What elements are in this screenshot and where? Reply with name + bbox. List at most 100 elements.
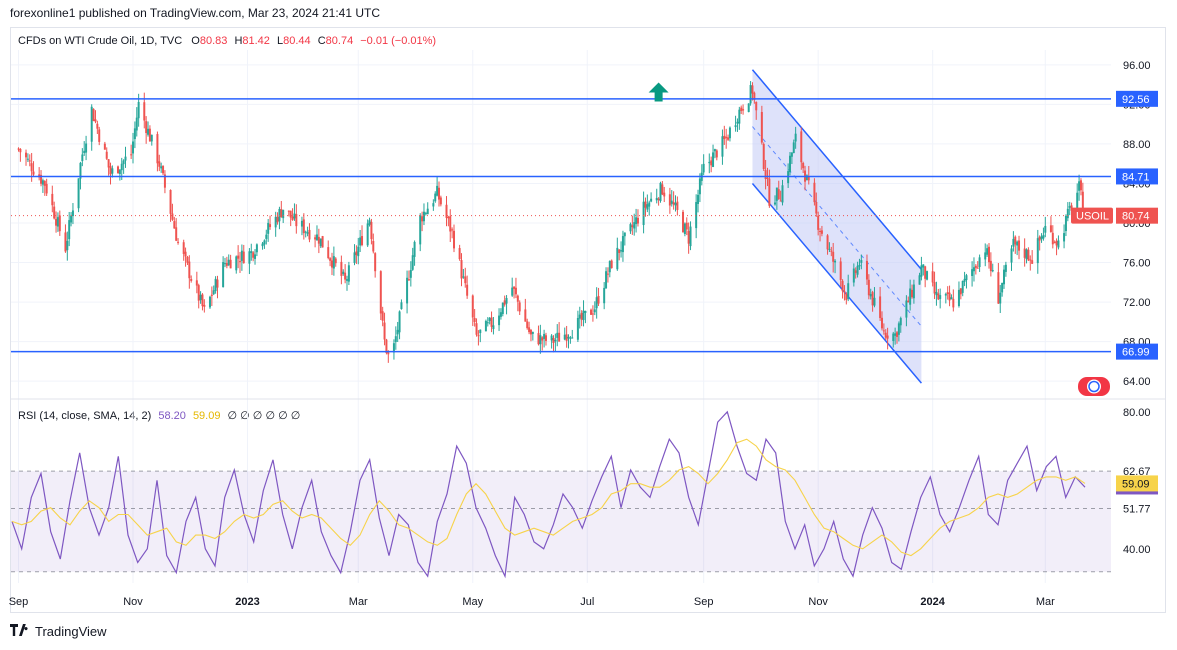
candle[interactable] [103,143,106,150]
candle[interactable] [242,251,245,264]
candle[interactable] [419,215,422,245]
candle[interactable] [710,160,713,166]
candle[interactable] [208,296,211,308]
symbol-tag[interactable]: USOIL [1071,207,1113,224]
candle[interactable] [514,287,517,295]
candle[interactable] [537,333,540,345]
candle[interactable] [432,203,435,207]
candle[interactable] [1004,264,1007,272]
candle[interactable] [939,295,942,299]
rsi-legend-label[interactable]: RSI (14, close, SMA, 14, 2) [18,410,152,422]
candle[interactable] [471,295,474,318]
candle[interactable] [931,271,934,283]
candle[interactable] [1053,242,1056,244]
candle[interactable] [578,314,581,319]
candle[interactable] [924,266,927,279]
candle[interactable] [346,279,349,281]
candle[interactable] [621,236,624,253]
candle[interactable] [944,293,947,296]
candle[interactable] [92,109,95,121]
candle[interactable] [289,210,292,218]
candle[interactable] [543,333,546,339]
candle[interactable] [184,251,187,257]
candle[interactable] [965,275,968,281]
footer-brand[interactable]: TradingView [10,624,107,639]
candle[interactable] [728,127,731,139]
candle[interactable] [896,332,899,337]
candle[interactable] [1040,236,1043,240]
candle[interactable] [68,220,71,240]
candle[interactable] [150,134,153,142]
candle[interactable] [1081,191,1084,214]
candle[interactable] [935,291,938,296]
candle[interactable] [173,221,176,229]
candle[interactable] [70,215,73,223]
candle[interactable] [315,234,318,240]
candle[interactable] [492,325,495,330]
candle[interactable] [742,109,745,111]
candle[interactable] [766,177,769,179]
symbol-name[interactable]: CFDs on WTI Crude Oil, 1D, TVC [18,35,183,47]
candle[interactable] [1016,241,1019,246]
candle[interactable] [734,125,737,128]
candle[interactable] [56,217,59,227]
candle[interactable] [513,286,516,289]
candle[interactable] [946,292,949,294]
candle[interactable] [576,317,579,340]
candle[interactable] [94,119,97,122]
candle[interactable] [254,254,257,259]
candle[interactable] [116,166,119,174]
candle[interactable] [871,292,874,306]
candle[interactable] [597,295,600,304]
candle[interactable] [963,278,966,282]
candle[interactable] [854,270,857,273]
candle[interactable] [792,142,795,154]
candle[interactable] [830,250,833,252]
candle[interactable] [96,123,99,129]
candle[interactable] [107,159,110,168]
candle[interactable] [347,265,350,282]
candle[interactable] [357,246,360,257]
candle[interactable] [794,133,797,142]
candle[interactable] [267,222,270,234]
candle[interactable] [1078,181,1081,191]
candle[interactable] [240,250,243,261]
candle[interactable] [291,216,294,220]
candle[interactable] [529,329,532,335]
candle[interactable] [158,161,161,167]
candle[interactable] [1001,282,1004,293]
candle[interactable] [229,259,232,269]
candle[interactable] [606,273,609,275]
candle[interactable] [118,169,121,175]
candle[interactable] [605,271,608,289]
candle[interactable] [961,280,964,293]
candle[interactable] [668,194,671,206]
candle[interactable] [19,148,22,153]
candle[interactable] [858,265,861,267]
candle[interactable] [411,255,414,270]
candle[interactable] [1055,240,1058,246]
candle[interactable] [175,227,178,241]
candle[interactable] [648,202,651,207]
price-pane[interactable] [11,69,1116,384]
candle[interactable] [595,297,598,309]
candle[interactable] [488,318,491,321]
candle[interactable] [53,206,56,219]
candle[interactable] [713,149,716,152]
candle[interactable] [30,163,33,172]
candle[interactable] [210,294,213,296]
candle[interactable] [306,232,309,234]
candle[interactable] [882,330,885,332]
candle[interactable] [554,339,557,342]
candle[interactable] [952,298,955,308]
candle[interactable] [1049,225,1052,232]
candle[interactable] [749,85,752,104]
candle[interactable] [227,259,230,266]
candle[interactable] [1036,238,1039,264]
candle[interactable] [437,187,440,200]
candle[interactable] [436,185,439,196]
candle[interactable] [137,101,140,119]
candle[interactable] [55,218,58,226]
candle[interactable] [873,297,876,306]
candle[interactable] [453,230,456,249]
